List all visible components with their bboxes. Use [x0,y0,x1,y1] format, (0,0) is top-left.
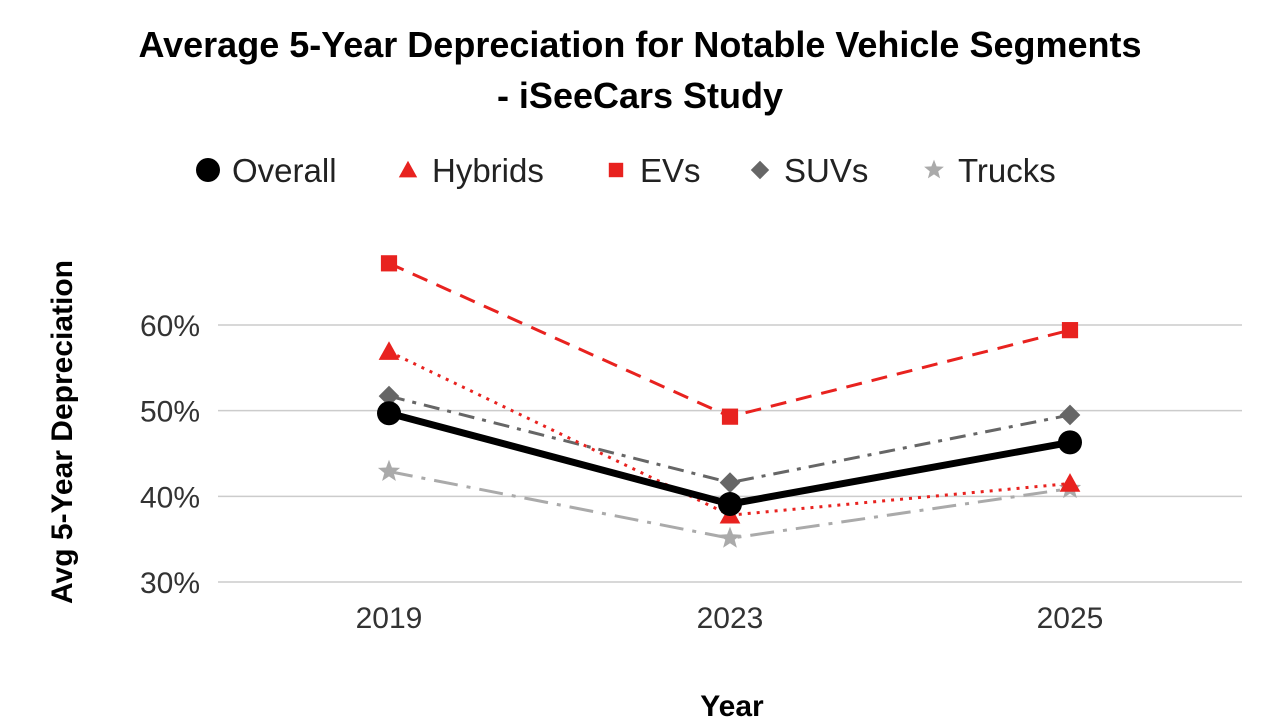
chart-title-line-2: - iSeeCars Study [497,75,783,116]
series-overall [377,401,1082,517]
legend-item-overall: Overall [196,152,337,189]
legend-marker-overall [196,158,220,182]
data-point-suvs-2025 [1059,404,1081,426]
x-axis-ticks: 2019 2023 2025 [356,602,1104,635]
legend-label-trucks: Trucks [958,152,1056,189]
x-tick-label: 2025 [1037,602,1104,635]
data-point-evs-2023 [721,408,739,425]
data-point-suvs-2019 [378,385,400,407]
gridlines [218,324,1242,583]
data-point-trucks-2019 [377,459,401,481]
y-tick-label: 30% [140,567,200,600]
legend-marker-suvs [750,160,770,180]
legend-item-hybrids: Hybrids [398,152,544,189]
data-point-overall-2025 [1058,430,1082,455]
legend-item-suvs: SUVs [750,152,868,189]
data-point-overall-2019 [377,401,401,426]
data-point-trucks-2023 [718,526,742,548]
y-axis-title: Avg 5-Year Depreciation [46,260,79,604]
y-tick-label: 60% [140,310,200,343]
chart-title-line-1: Average 5-Year Depreciation for Notable … [138,24,1141,65]
data-point-suvs-2023 [719,472,741,493]
legend-marker-hybrids [398,160,418,178]
legend-marker-trucks [924,159,944,179]
series-evs [380,255,1079,425]
series-suvs [378,385,1081,493]
series-line-evs [388,261,1071,419]
y-axis-ticks: 30% 40% 50% 60% [140,310,200,600]
data-point-evs-2025 [1061,322,1079,339]
data-point-hybrids-2019 [378,341,400,360]
legend-item-evs: EVs [608,152,701,189]
y-tick-label: 50% [140,396,200,429]
x-axis-title: Year [700,690,764,720]
legend-item-trucks: Trucks [924,152,1056,189]
legend: Overall Hybrids EVs SUVs Trucks [196,152,1056,189]
x-tick-label: 2019 [356,602,423,635]
series-line-trucks [388,470,1071,540]
data-point-hybrids-2025 [1059,473,1081,492]
data-point-evs-2019 [380,255,398,272]
legend-label-evs: EVs [640,152,701,189]
legend-label-overall: Overall [232,152,337,189]
legend-label-hybrids: Hybrids [432,152,544,189]
y-tick-label: 40% [140,481,200,514]
x-tick-label: 2023 [697,602,764,635]
data-point-overall-2023 [718,492,742,517]
legend-label-suvs: SUVs [784,152,868,189]
legend-marker-evs [608,162,624,178]
series-layer [377,255,1082,548]
